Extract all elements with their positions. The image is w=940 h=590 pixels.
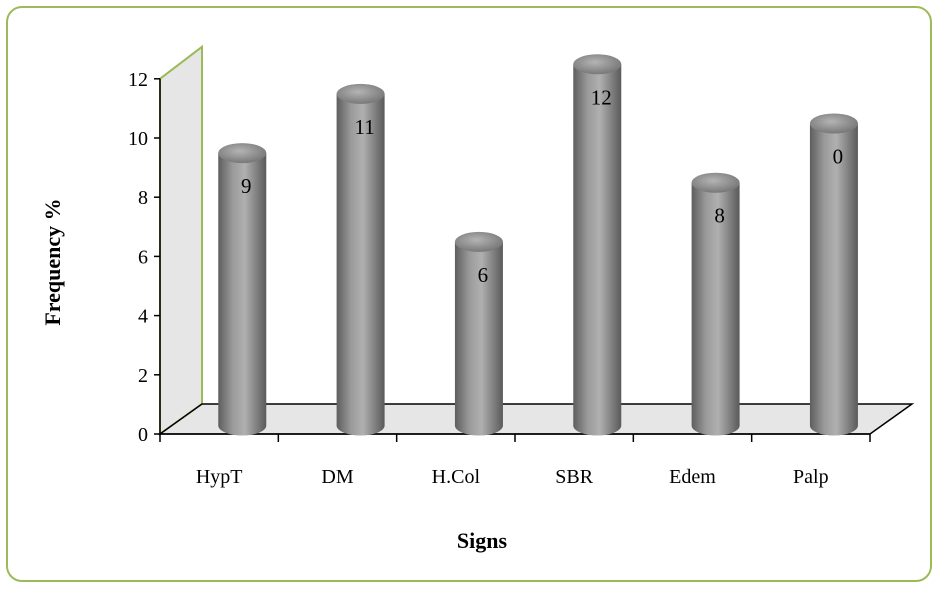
bar	[218, 143, 267, 436]
bar-body	[454, 241, 503, 436]
y-tick-label: 6	[138, 246, 148, 268]
y-tick-label: 2	[138, 365, 148, 387]
bar-body	[573, 64, 622, 436]
x-axis-title: Signs	[457, 528, 508, 553]
bar	[573, 54, 622, 436]
bar-cap	[454, 231, 503, 252]
y-tick-label: 0	[138, 424, 148, 446]
x-tick-label: H.Col	[432, 466, 481, 488]
x-tick-label: Palp	[793, 466, 829, 488]
bar	[454, 231, 503, 436]
bar	[809, 113, 858, 436]
y-tick-label: 4	[138, 306, 148, 328]
bar-data-label: 8	[714, 204, 725, 228]
x-tick-label: Edem	[669, 466, 716, 488]
bar	[691, 172, 740, 436]
bar-body	[336, 93, 385, 436]
bar	[336, 83, 385, 436]
bar-cap	[809, 113, 858, 134]
bar-cap	[573, 54, 622, 75]
x-tick-label: HypT	[196, 466, 243, 488]
y-tick-label: 8	[138, 187, 148, 209]
y-tick-label: 12	[128, 69, 148, 91]
bar-cap	[218, 143, 267, 164]
y-axis-title: Frequency %	[40, 198, 65, 325]
bar-body	[218, 153, 267, 436]
bar-data-label: 12	[591, 85, 612, 109]
bar-body	[809, 123, 858, 436]
bar-data-label: 11	[354, 115, 374, 139]
bar-data-label: 6	[478, 263, 489, 287]
bar-data-label: 9	[241, 174, 252, 198]
x-tick-label: DM	[321, 466, 353, 488]
back-wall	[159, 44, 203, 436]
bar-cap	[691, 172, 740, 193]
y-tick-label: 10	[128, 128, 148, 150]
floor-plane	[157, 403, 915, 435]
x-tick-label: SBR	[555, 466, 593, 488]
bar-body	[691, 182, 740, 436]
bar-data-label: 0	[833, 145, 844, 169]
bar-cap	[336, 83, 385, 104]
